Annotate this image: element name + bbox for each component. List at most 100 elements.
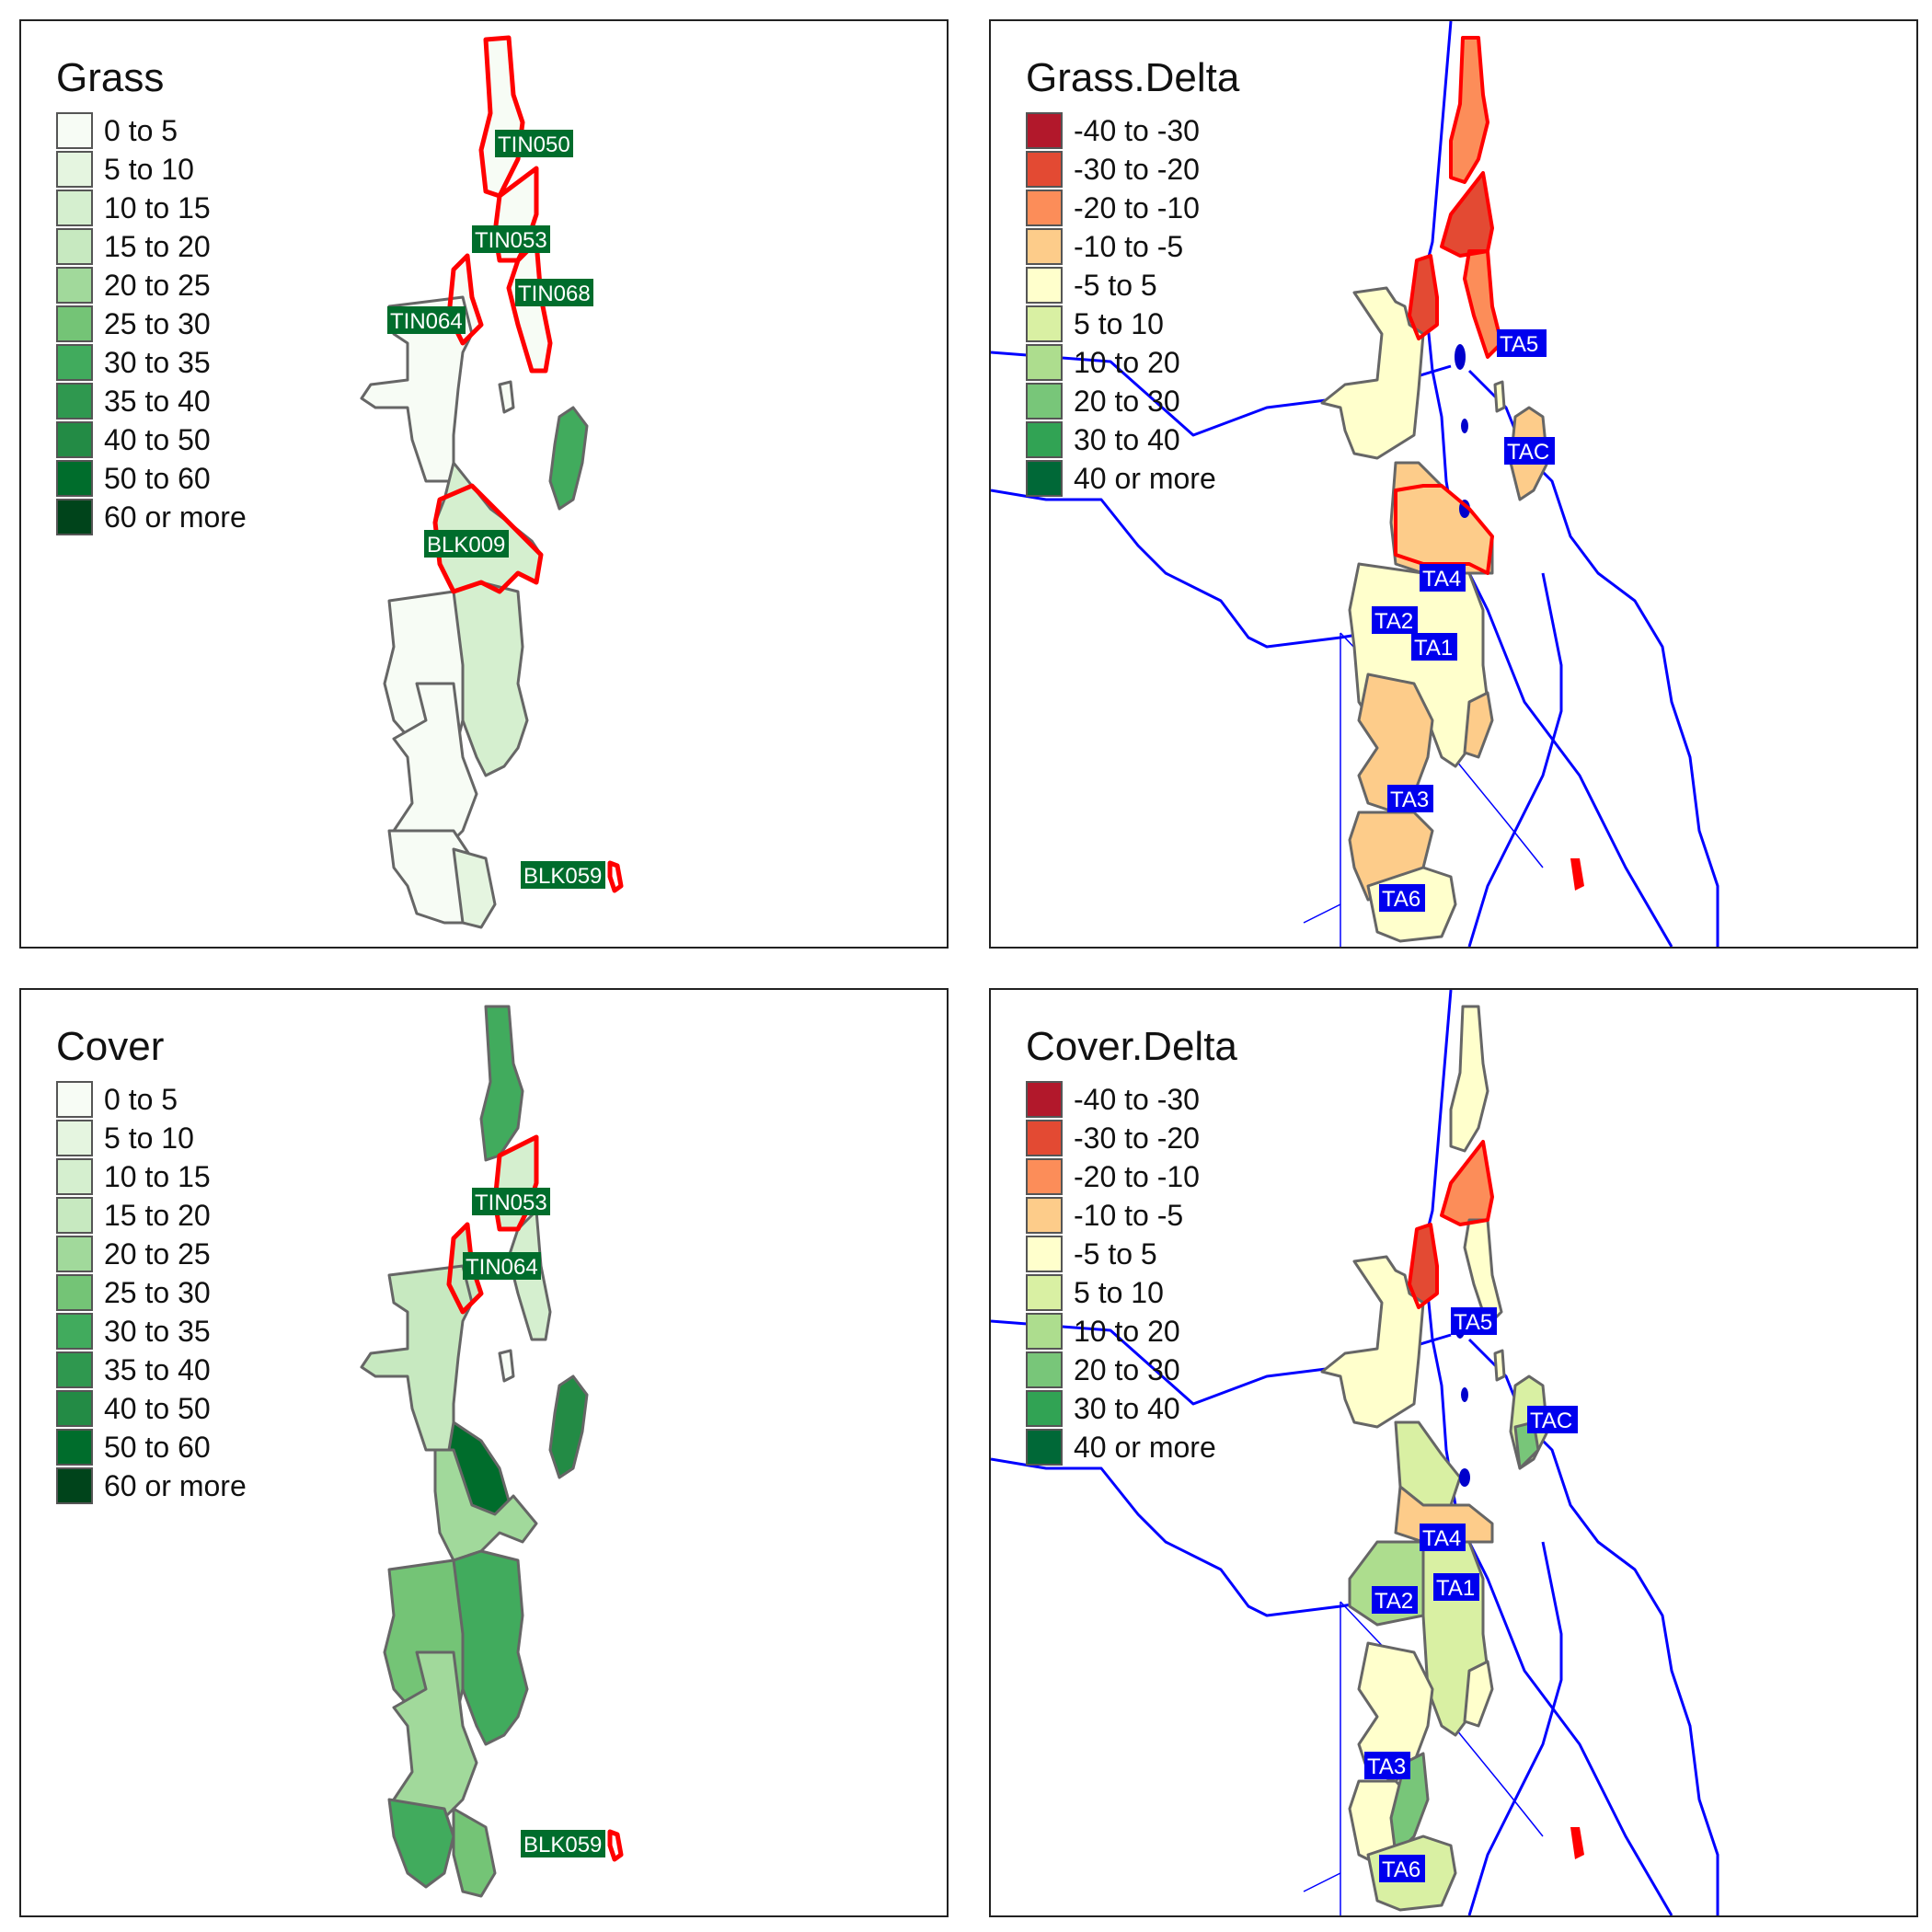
- legend-swatch: [56, 1351, 93, 1388]
- highlight-tin068: [506, 239, 553, 374]
- legend-label: 35 to 40: [104, 385, 211, 418]
- site-labels: TIN050 TIN053 TIN068 TIN064 BLK009 BLK05…: [387, 130, 605, 889]
- legend-label: 15 to 20: [104, 1199, 211, 1232]
- legend-swatch: [1026, 1157, 1063, 1195]
- legend-swatch: [56, 1312, 93, 1350]
- legend-item: 0 to 5: [56, 1080, 247, 1119]
- legend-item: 5 to 10: [1026, 305, 1239, 343]
- paddock-east-strip: [548, 406, 589, 511]
- legend-label: 5 to 10: [104, 1121, 194, 1155]
- legend-label: 20 to 25: [104, 1237, 211, 1271]
- legend-item: 50 to 60: [56, 459, 247, 498]
- legend-item: 5 to 10: [1026, 1273, 1237, 1312]
- legend-item: 60 or more: [56, 498, 247, 536]
- delta-highlight-tin050: [1449, 36, 1489, 184]
- site-label-blk059: BLK059: [521, 861, 605, 889]
- legend-label: 15 to 20: [104, 230, 211, 263]
- legend-item: 20 to 30: [1026, 382, 1239, 420]
- cover-paddock-blk009: [433, 1448, 538, 1562]
- cover-paddock-central: [452, 1549, 529, 1746]
- svg-text:BLK009: BLK009: [427, 533, 505, 558]
- area-label-tac: TAC: [1527, 1406, 1578, 1433]
- highlight-tin050: [478, 35, 525, 199]
- legend-swatch: [56, 1235, 93, 1272]
- legend-item: 40 to 50: [56, 1389, 247, 1428]
- map-panel-grass-delta: TA5 TAC TA4 TA2 TA1 TA3 TA6 Grass.Delta …: [989, 19, 1918, 949]
- legend-item: 10 to 15: [56, 1157, 247, 1196]
- legend-label: -30 to -20: [1074, 153, 1200, 186]
- legend-label: -40 to -30: [1074, 114, 1200, 147]
- legend-label: 5 to 10: [104, 153, 194, 186]
- legend-swatch: [56, 150, 93, 188]
- svg-text:TA2: TA2: [1374, 609, 1413, 634]
- legend-label: 20 to 30: [1074, 1353, 1180, 1386]
- legend-label: 5 to 10: [1074, 307, 1164, 340]
- legend-item: -40 to -30: [1026, 111, 1239, 150]
- cover-highlight-blk059: [607, 1829, 624, 1862]
- legend-swatch: [56, 266, 93, 304]
- waterbody-2: [1459, 1468, 1470, 1487]
- legend-label: 20 to 30: [1074, 385, 1180, 418]
- svg-text:TA5: TA5: [1454, 1310, 1492, 1335]
- legend-swatch: [1026, 227, 1063, 265]
- legend-swatch: [1026, 1351, 1063, 1388]
- legend-item: 10 to 20: [1026, 1312, 1237, 1351]
- legend-label: 40 or more: [1074, 1431, 1216, 1464]
- svg-text:TA4: TA4: [1422, 1526, 1461, 1551]
- legend: Cover.Delta -40 to -30 -30 to -20 -20 to -…: [1026, 1027, 1237, 1466]
- cover-paddock-west-block: [360, 1264, 474, 1452]
- legend-swatch: [56, 382, 93, 420]
- legend-label: -40 to -30: [1074, 1083, 1200, 1116]
- legend-swatch: [1026, 1312, 1063, 1350]
- area-label-ta3: TA3: [1364, 1752, 1410, 1779]
- legend-label: 5 to 10: [1074, 1276, 1164, 1309]
- legend-item: 40 or more: [1026, 1428, 1237, 1466]
- svg-text:TA5: TA5: [1500, 332, 1538, 357]
- legend-item: 5 to 10: [56, 1119, 247, 1157]
- delta-paddock-east-small: [1463, 691, 1494, 759]
- road-line-c: [1303, 903, 1341, 924]
- legend-label: -30 to -20: [1074, 1121, 1200, 1155]
- map-panel-grass: TIN050 TIN053 TIN068 TIN064 BLK009 BLK05…: [19, 19, 949, 949]
- svg-text:BLK059: BLK059: [523, 864, 602, 889]
- river-west-lower: [991, 489, 1397, 649]
- legend-swatch: [1026, 343, 1063, 381]
- cdelta-paddock-west: [1320, 1255, 1425, 1429]
- legend-swatch: [1026, 189, 1063, 226]
- legend-item: 50 to 60: [56, 1428, 247, 1466]
- legend-item: 35 to 40: [56, 1351, 247, 1389]
- svg-text:TIN053: TIN053: [475, 228, 547, 253]
- legend-item: -5 to 5: [1026, 1235, 1237, 1273]
- legend-label: 25 to 30: [104, 307, 211, 340]
- site-label-tin053: TIN053: [472, 225, 550, 253]
- legend-title: Grass: [56, 55, 165, 100]
- cdelta-highlight-tin053: [1440, 1140, 1494, 1226]
- legend: Cover 0 to 5 5 to 10 10 to 15 15 to 20 20 to…: [56, 1027, 247, 1505]
- legend-label: 10 to 20: [1074, 1315, 1180, 1348]
- legend-item: -30 to -20: [1026, 150, 1239, 189]
- delta-paddock-knob: [1493, 380, 1506, 413]
- legend-item: 35 to 40: [56, 382, 247, 420]
- area-label-tac: TAC: [1504, 437, 1555, 465]
- legend-label: -10 to -5: [1074, 1199, 1184, 1232]
- legend-label: -5 to 5: [1074, 1237, 1157, 1271]
- legend-item: 15 to 20: [56, 227, 247, 266]
- cdelta-highlight-tin064: [1408, 1223, 1439, 1309]
- river-south: [1467, 1541, 1563, 1915]
- legend-label: 0 to 5: [104, 1083, 178, 1116]
- area-label-ta5: TA5: [1451, 1307, 1497, 1335]
- legend-label: 35 to 40: [104, 1353, 211, 1386]
- map-panel-cover-delta: TA5 TAC TA4 TA1 TA2 TA3 TA6 Cover.Delta …: [989, 988, 1918, 1917]
- legend-swatch: [1026, 305, 1063, 342]
- svg-text:TAC: TAC: [1530, 1409, 1572, 1433]
- legend-label: -20 to -10: [1074, 1160, 1200, 1193]
- legend-item: 0 to 5: [56, 111, 247, 150]
- legend-swatch: [56, 1196, 93, 1234]
- legend-label: 10 to 15: [104, 1160, 211, 1193]
- site-labels: TIN053 TIN064 BLK059: [463, 1188, 605, 1857]
- paddock-south-tip-b: [452, 847, 497, 929]
- site-label-blk009: BLK009: [424, 530, 509, 558]
- waterbody-3: [1461, 1387, 1468, 1402]
- site-label-tin068: TIN068: [515, 279, 593, 306]
- cover-paddock-east-knob: [498, 1349, 515, 1383]
